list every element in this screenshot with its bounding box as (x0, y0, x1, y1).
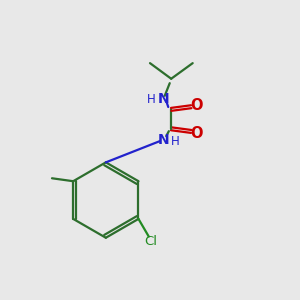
Text: H: H (171, 135, 179, 148)
Text: N: N (158, 92, 169, 106)
Text: N: N (158, 133, 169, 147)
Text: H: H (147, 93, 156, 106)
Text: O: O (190, 98, 203, 113)
Text: O: O (190, 126, 203, 141)
Text: Cl: Cl (144, 236, 157, 248)
